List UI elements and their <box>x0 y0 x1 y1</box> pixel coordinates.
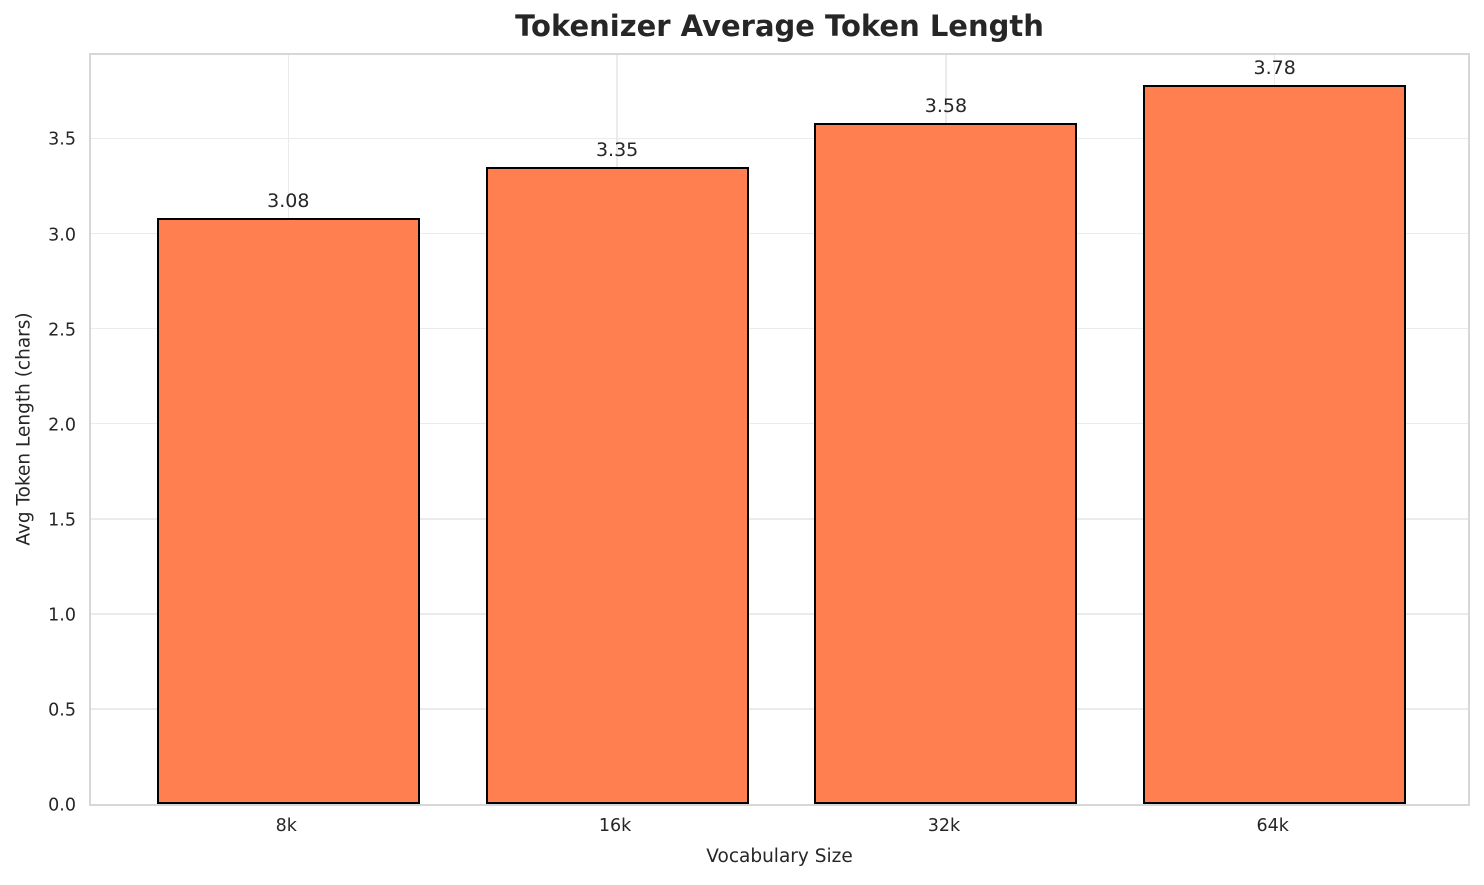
x-tick-label: 8k <box>275 816 297 836</box>
y-tick-label: 1.0 <box>48 605 76 626</box>
x-tick-label: 16k <box>598 816 632 836</box>
x-tick-label: 64k <box>1256 816 1289 836</box>
gridline-horizontal <box>91 327 1468 330</box>
gridline-horizontal <box>91 137 1468 140</box>
y-tick-label: 2.0 <box>48 414 76 435</box>
gridline-horizontal <box>91 613 1468 615</box>
x-tick-label: 32k <box>927 816 961 836</box>
bar <box>814 123 1078 804</box>
gridline-horizontal <box>91 708 1468 710</box>
bar-value-label: 3.35 <box>595 139 639 161</box>
y-tick-label: 2.5 <box>48 319 76 340</box>
gridline-horizontal <box>91 422 1468 425</box>
y-tick-label: 0.0 <box>48 795 76 816</box>
bar <box>1143 85 1407 804</box>
y-tick-label: 3.0 <box>48 224 76 245</box>
bar <box>156 218 420 804</box>
y-tick-label: 3.5 <box>48 129 76 150</box>
y-tick-label: 0.5 <box>48 700 76 721</box>
bar-value-label: 3.58 <box>924 95 968 118</box>
gridline-horizontal <box>91 518 1468 520</box>
bar <box>485 167 749 804</box>
plot-area: 3.08 3.35 3.58 3.78 <box>89 53 1470 806</box>
gridline-horizontal <box>91 232 1468 235</box>
bar-value-label: 3.08 <box>267 190 310 213</box>
x-axis-label: Vocabulary Size <box>706 846 853 867</box>
chart-title: Tokenizer Average Token Length <box>515 9 1044 43</box>
y-tick-label: 1.5 <box>48 510 76 531</box>
bar-value-label: 3.78 <box>1253 57 1296 80</box>
